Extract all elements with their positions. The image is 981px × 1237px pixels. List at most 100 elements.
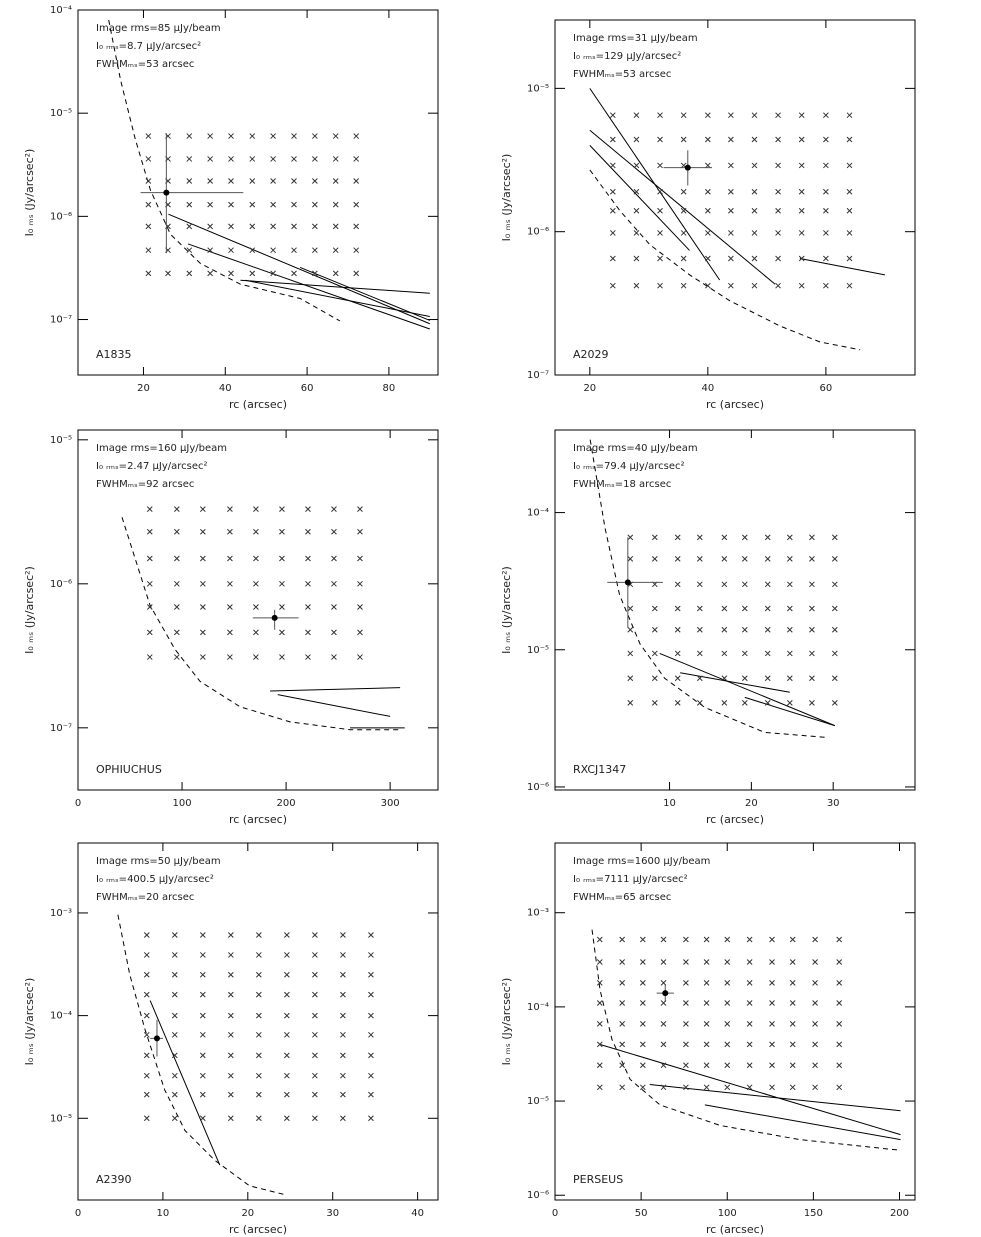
grid-marker: [227, 654, 233, 660]
grid-marker: [680, 188, 687, 195]
grid-marker: [199, 1091, 206, 1098]
grid-marker: [696, 581, 703, 588]
limit-curve: [589, 439, 826, 738]
grid-marker: [809, 626, 815, 633]
grid-marker: [171, 1115, 178, 1122]
grid-marker: [823, 162, 829, 169]
grid-marker: [798, 255, 805, 262]
grid-marker: [312, 247, 318, 254]
plot-frame: [554, 842, 916, 1201]
plot-frame: [77, 842, 439, 1201]
grid-marker: [651, 700, 658, 706]
grid-marker: [340, 1115, 346, 1122]
grid-marker: [207, 270, 213, 277]
grid-marker: [171, 991, 178, 998]
grid-marker: [331, 555, 337, 562]
grid-marker: [312, 201, 318, 208]
grid-marker: [746, 1041, 753, 1048]
grid-marker: [846, 162, 853, 169]
grid-marker: [173, 506, 180, 513]
grid-marker: [751, 255, 758, 262]
annotation: FWHMₘₛ=18 arcsec: [573, 479, 671, 490]
grid-marker: [200, 506, 206, 513]
grid-marker: [741, 650, 748, 657]
plot-frame: [554, 19, 916, 376]
grid-marker: [186, 133, 193, 139]
grid-marker: [199, 1072, 206, 1079]
grid-marker: [332, 223, 339, 230]
grid-marker: [332, 270, 339, 277]
grid-marker: [798, 282, 805, 289]
grid-marker: [284, 952, 290, 958]
grid-marker: [746, 936, 753, 943]
panel-name: OPHIUCHUS: [96, 763, 162, 776]
grid-marker: [696, 534, 703, 541]
grid-marker: [312, 1031, 318, 1038]
grid-marker: [596, 936, 603, 943]
y-tick-label: 10⁻⁵: [50, 1113, 72, 1124]
grid-marker: [284, 932, 290, 938]
grid-marker: [769, 1021, 775, 1027]
grid-marker: [227, 506, 233, 513]
grid-marker: [751, 162, 758, 169]
grid-marker: [284, 1031, 290, 1038]
grid-marker: [171, 952, 178, 958]
grid-marker: [253, 506, 259, 513]
y-axis-label: I₀ ₘₛ (Jy/arcsec²): [23, 566, 36, 654]
grid-marker: [751, 230, 758, 236]
grid-marker: [704, 112, 711, 119]
grid-marker: [332, 178, 339, 184]
grid-marker: [836, 1000, 843, 1006]
grid-marker: [775, 282, 781, 289]
y-axis-label: I₀ ₘₛ (Jy/arcsec²): [23, 978, 36, 1066]
x-axis-label: rc (arcsec): [229, 813, 287, 826]
grid-marker: [627, 700, 634, 706]
grid-marker: [741, 555, 748, 562]
y-axis-label: I₀ ₘₛ (Jy/arcsec²): [23, 149, 36, 237]
grid-marker: [200, 629, 206, 636]
grid-marker: [836, 1021, 843, 1027]
grid-marker: [207, 178, 213, 184]
grid-marker: [789, 1062, 796, 1069]
y-tick-label: 10⁻⁵: [527, 83, 549, 94]
grid-marker: [683, 1084, 689, 1091]
grid-marker: [609, 112, 616, 119]
x-tick-label: 30: [326, 1208, 339, 1219]
grid-marker: [207, 201, 213, 208]
grid-marker: [146, 506, 153, 513]
grid-marker: [789, 936, 796, 943]
grid-marker: [619, 1021, 626, 1027]
x-tick-label: 100: [718, 1208, 737, 1219]
grid-marker: [728, 230, 734, 236]
grid-marker: [769, 1062, 775, 1069]
y-tick-label: 10⁻⁷: [527, 370, 549, 381]
grid-marker: [831, 581, 838, 588]
grid-marker: [651, 555, 658, 562]
grid-marker: [228, 247, 234, 254]
y-tick-label: 10⁻³: [527, 908, 549, 919]
x-axis-label: rc (arcsec): [229, 398, 287, 411]
grid-marker: [312, 1115, 318, 1122]
grid-marker: [312, 223, 318, 230]
grid-marker: [340, 1072, 346, 1079]
annotation: Image rms=1600 μJy/beam: [573, 856, 710, 867]
grid-marker: [255, 952, 262, 958]
grid-marker: [143, 1091, 150, 1098]
annotation: FWHMₘₛ=20 arcsec: [96, 892, 194, 903]
panel-name: A2390: [96, 1173, 132, 1186]
measured-point: [153, 1035, 160, 1042]
annotation: Image rms=31 μJy/beam: [573, 33, 698, 44]
grid-marker: [741, 534, 748, 541]
y-tick-label: 10⁻⁵: [50, 435, 72, 446]
grid-marker: [660, 1000, 667, 1006]
grid-marker: [253, 604, 259, 610]
grid-marker: [312, 178, 318, 184]
limit-curve: [108, 19, 341, 322]
grid-marker: [171, 1072, 178, 1079]
grid-marker: [609, 136, 616, 143]
grid-marker: [680, 255, 687, 262]
grid-marker: [227, 580, 233, 587]
grid-marker: [660, 1062, 667, 1069]
grid-marker: [353, 178, 360, 184]
grid-marker: [312, 971, 318, 978]
